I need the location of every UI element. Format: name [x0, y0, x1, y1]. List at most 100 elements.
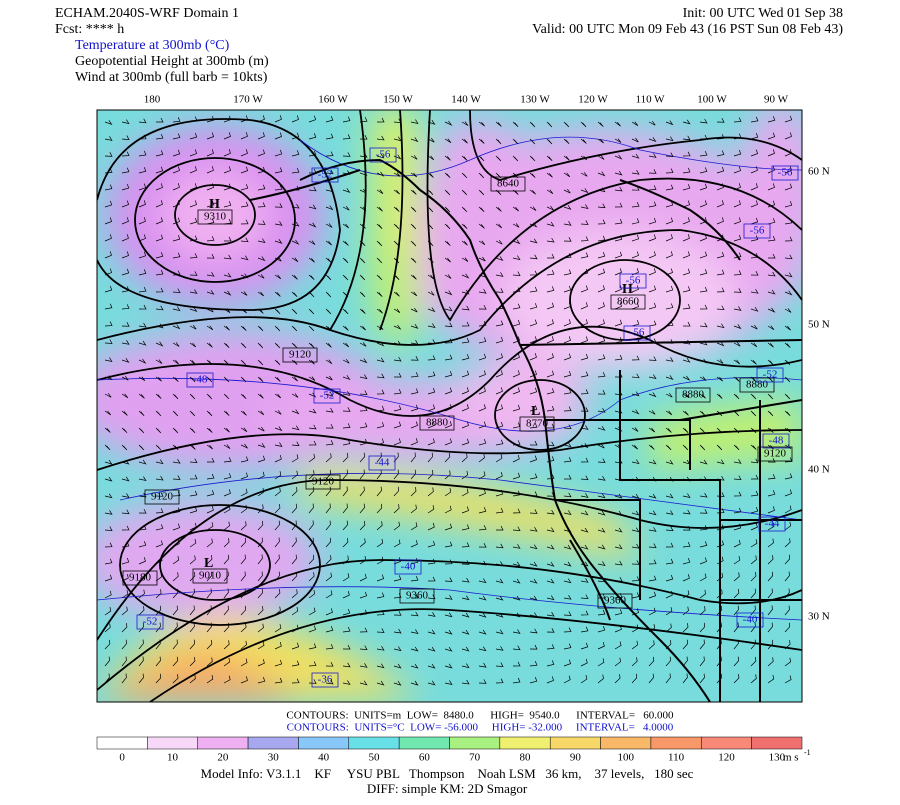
label-box	[394, 559, 422, 575]
wind-barb	[461, 506, 469, 514]
wind-barb	[325, 469, 332, 480]
wind-barb	[699, 509, 708, 514]
wind-barb	[648, 201, 657, 208]
wind-barb	[189, 588, 195, 599]
wind-barb	[444, 290, 453, 296]
wind-barb	[342, 662, 351, 668]
wind-barb	[410, 155, 418, 160]
wind-barb	[172, 410, 179, 417]
wind-barb	[767, 253, 776, 259]
wind-barb	[189, 376, 196, 383]
wind-barb	[750, 410, 757, 417]
wind-barb	[784, 605, 790, 616]
wind-barb	[257, 376, 264, 383]
wind-barb	[546, 286, 555, 293]
contour-info: CONTOURS: UNITS=°C LOW= -56.000 HIGH= -3…	[287, 722, 674, 734]
wind-barb	[189, 539, 197, 548]
wind-barb	[631, 444, 638, 450]
wind-barb	[104, 526, 113, 531]
wind-barb	[682, 525, 691, 531]
label-box	[757, 446, 793, 462]
wind-barb	[648, 338, 657, 344]
wind-barb	[189, 427, 196, 434]
wind-barb	[359, 469, 365, 480]
colorbar-units: m s	[783, 752, 799, 764]
wind-barb	[478, 240, 486, 246]
wind-barb	[546, 172, 553, 178]
wind-barb	[716, 656, 722, 667]
wind-barb	[767, 538, 774, 548]
wind-barb	[240, 393, 247, 399]
wind-barb	[478, 404, 486, 412]
wind-barb	[291, 678, 300, 684]
wind-barb	[733, 166, 741, 174]
wind-barb	[716, 150, 725, 157]
wind-barb	[631, 608, 639, 616]
wind-barb	[325, 133, 334, 140]
wind-barb	[325, 537, 332, 548]
wind-barb	[614, 202, 623, 208]
wind-barb	[461, 305, 470, 311]
wind-barb	[308, 204, 317, 210]
wind-barb	[189, 674, 196, 684]
wind-barb	[682, 590, 690, 599]
wind-barb	[172, 523, 181, 531]
wind-barb	[359, 573, 367, 582]
wind-barb	[631, 673, 638, 684]
wind-barb	[478, 595, 487, 601]
wind-barb	[597, 285, 605, 293]
wind-barb	[665, 476, 674, 482]
wind-barb	[563, 627, 572, 633]
wind-barb	[410, 593, 419, 599]
wind-barb	[461, 404, 469, 412]
wind-barb	[291, 660, 300, 667]
label-box	[756, 367, 784, 383]
wind-barb	[478, 206, 485, 213]
wind-barb	[274, 537, 280, 548]
wind-barb	[648, 185, 657, 191]
wind-barb	[359, 358, 368, 364]
wind-barb	[138, 673, 144, 684]
wind-barb	[529, 138, 536, 145]
wind-barb	[376, 291, 383, 297]
wind-barb	[580, 626, 589, 633]
wind-barb	[648, 302, 657, 310]
wind-barb	[665, 251, 673, 259]
wind-barb	[393, 291, 400, 297]
wind-barb	[427, 452, 433, 463]
wind-barb	[597, 268, 606, 276]
wind-barb	[376, 389, 385, 395]
wind-barb	[359, 609, 368, 616]
wind-barb	[733, 639, 739, 650]
wind-barb	[597, 476, 606, 481]
forecast-hour: Fcst: **** h	[55, 22, 124, 37]
wind-barb	[393, 504, 400, 514]
wind-barb	[444, 172, 451, 178]
wind-barb	[104, 120, 113, 126]
wind-barb	[359, 452, 365, 463]
wind-barb	[563, 474, 572, 480]
wind-barb	[189, 183, 197, 191]
wind-barb	[529, 628, 538, 634]
latitude-label: 40 N	[808, 464, 830, 476]
wind-barb	[699, 269, 708, 276]
temperature-label: -44	[765, 518, 780, 530]
wind-barb	[580, 407, 589, 412]
wind-barb	[699, 606, 706, 616]
wind-barb	[563, 675, 571, 684]
wind-barb	[512, 508, 521, 514]
wind-barb	[393, 611, 402, 616]
wind-barb	[206, 376, 213, 383]
wind-barb	[495, 272, 504, 277]
wind-barb	[376, 628, 385, 633]
wind-barb	[121, 673, 127, 684]
wind-barb	[614, 510, 623, 516]
wind-barb	[410, 611, 419, 617]
wind-barb	[682, 167, 691, 174]
wind-barb	[478, 578, 487, 584]
wind-barb	[716, 508, 725, 514]
wind-barb	[597, 235, 606, 242]
wind-barb	[529, 172, 536, 178]
wind-barb	[767, 674, 775, 684]
wind-barb	[257, 325, 264, 332]
